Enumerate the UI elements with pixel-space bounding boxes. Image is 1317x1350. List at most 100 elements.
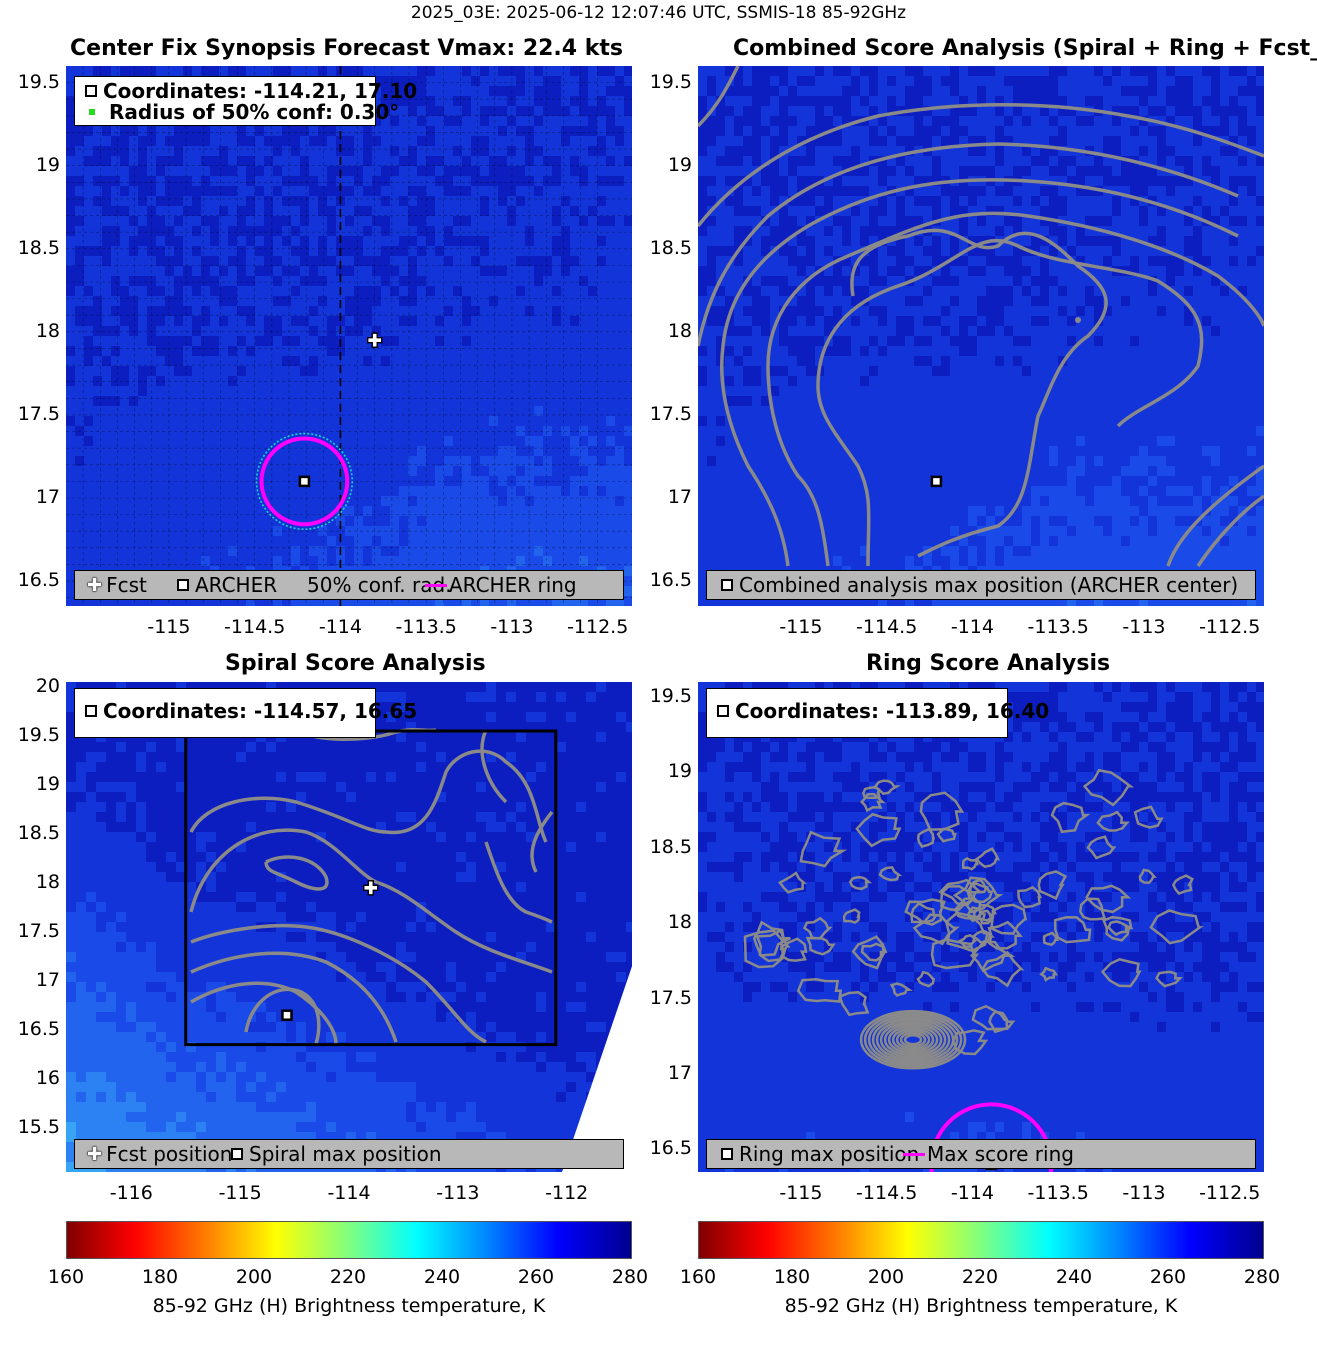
contour-line: [755, 928, 791, 963]
contour-line: [766, 211, 1264, 567]
y-tick-label: 16.5: [649, 569, 692, 592]
y-tick-label: 19: [667, 153, 692, 176]
y-tick-label: 17.5: [17, 919, 60, 942]
spiral-max-marker: [281, 1009, 293, 1021]
combined-contours: [698, 66, 1264, 567]
brightness-field: [698, 66, 1264, 606]
spiral-square-icon: [231, 1148, 243, 1160]
y-tick-label: 18.5: [649, 835, 692, 858]
contour-line: [778, 871, 808, 894]
colorbar-tick-label: 280: [611, 1266, 649, 1288]
colorbar-tick-label: 280: [1243, 1266, 1281, 1288]
contour-line: [484, 841, 553, 924]
panel1-legend: ✚ Fcst ARCHER 50% conf. rad. ARCHER ring: [74, 570, 624, 600]
y-tick-label: 17: [35, 486, 60, 508]
contour-line: [816, 238, 1204, 567]
x-tick-label: -115: [218, 1182, 262, 1204]
ring-line-icon: [425, 583, 447, 587]
contour-line: [848, 875, 873, 891]
contour-line: [480, 729, 508, 804]
contour-line: [1096, 810, 1130, 832]
contour-line: [910, 901, 939, 924]
x-tick-label: -113: [1122, 1182, 1166, 1204]
contour-line: [796, 978, 843, 1003]
conf-dot-icon: [89, 109, 95, 115]
contour-line: [855, 812, 902, 848]
contour-line: [903, 1034, 923, 1046]
colorbar-left: [66, 1221, 632, 1259]
fcst-marker: [363, 880, 379, 896]
contour-line: [1196, 494, 1264, 567]
x-tick-label: -114.5: [856, 1182, 918, 1204]
combined-max-icon: [721, 579, 733, 591]
contour-line: [970, 940, 1016, 973]
contour-line: [1149, 909, 1204, 945]
contour-line: [838, 991, 870, 1017]
contour-line: [863, 1012, 963, 1068]
panel3-info-box: Coordinates: -114.57, 16.65: [74, 688, 417, 738]
x-tick-label: -113.5: [1027, 1182, 1089, 1204]
contour-line: [802, 916, 833, 940]
fcst-marker: [367, 332, 383, 348]
contour-line: [190, 951, 398, 1043]
contour-line: [842, 908, 861, 924]
panel4-plot: Coordinates: -113.89, 16.40 Ring max pos…: [698, 682, 1264, 1172]
y-tick-label: 16.5: [17, 1017, 60, 1040]
colorbar-tick-label: 220: [961, 1266, 999, 1288]
y-tick-label: 17: [667, 486, 692, 508]
contour-line: [698, 142, 1239, 347]
legend-fcst: Fcst: [106, 573, 147, 597]
contour-line: [1082, 768, 1135, 807]
contour-line: [938, 878, 984, 907]
contour-line: [895, 1029, 931, 1050]
panel4-info-box: Coordinates: -113.89, 16.40: [706, 688, 1049, 738]
x-tick-label: -113: [1122, 616, 1166, 638]
contour-line: [878, 865, 903, 882]
contour-line: [1039, 966, 1059, 982]
x-tick-label: -114.5: [224, 616, 286, 638]
colorbar-tick-label: 200: [867, 1266, 905, 1288]
y-tick-label: 18.5: [649, 236, 692, 259]
contour-line: [899, 1031, 927, 1048]
y-tick-label: 17.5: [649, 402, 692, 425]
y-tick-label: 19.5: [17, 723, 60, 746]
brightness-field: [66, 66, 632, 606]
contour-line: [889, 982, 913, 997]
x-tick-label: -113.5: [395, 616, 457, 638]
legend-ring: ARCHER ring: [449, 573, 577, 597]
contour-line: [936, 827, 957, 843]
x-tick-label: -114: [318, 616, 362, 638]
x-tick-label: -114: [327, 1182, 371, 1204]
contour-line: [1079, 897, 1107, 921]
panel4-title: Ring Score Analysis: [866, 651, 1111, 676]
contour-line: [1102, 915, 1133, 942]
panel1-coordinates: Coordinates: -114.21, 17.10: [103, 79, 418, 103]
x-tick-label: -112.5: [1199, 1182, 1261, 1204]
y-tick-label: 18.5: [17, 821, 60, 844]
y-tick-label: 18: [35, 870, 60, 893]
panel1-plot: Coordinates: -114.21, 17.10 Radius of 50…: [66, 66, 632, 606]
y-tick-label: 15.5: [17, 1115, 60, 1138]
colorbar-tick-label: 260: [1149, 1266, 1187, 1288]
contour-line: [961, 856, 979, 871]
contour-line: [987, 920, 1023, 950]
contour-line: [1050, 801, 1091, 834]
contour-line: [871, 1016, 955, 1063]
contour-line: [981, 950, 1025, 988]
x-tick-label: -113: [490, 616, 534, 638]
contour-line: [916, 827, 936, 848]
x-tick-label: -114: [950, 616, 994, 638]
spiral-marker-icon: [85, 705, 97, 717]
x-tick-label: -114.5: [856, 616, 918, 638]
y-tick-label: 16.5: [17, 569, 60, 592]
x-tick-label: -112.5: [1199, 616, 1261, 638]
colorbar-tick-label: 220: [329, 1266, 367, 1288]
y-tick-label: 19: [35, 772, 60, 795]
contour-line: [875, 1018, 951, 1061]
contour-line: [850, 228, 1108, 558]
combined-max-marker: [930, 475, 943, 488]
contour-line: [1037, 870, 1068, 901]
contour-line: [952, 876, 1004, 914]
colorbar-right: [698, 1221, 1264, 1259]
contour-line: [952, 1029, 989, 1056]
